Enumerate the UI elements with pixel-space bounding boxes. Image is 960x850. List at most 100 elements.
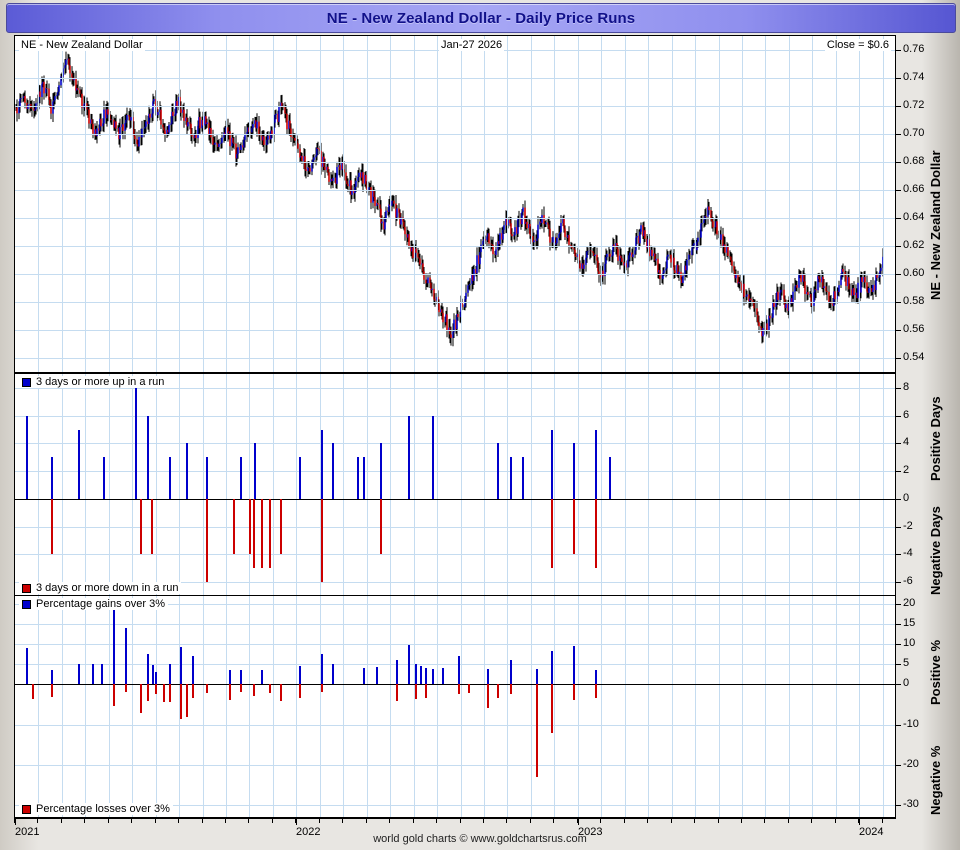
runs-days-panel[interactable]: 3 days or more up in a run 3 days or mor… — [14, 373, 896, 597]
grid-line-vertical — [390, 36, 391, 372]
grid-line-vertical — [789, 36, 790, 372]
grid-line-vertical — [179, 596, 180, 817]
axis-tick — [896, 274, 901, 275]
axis-tick-label: 20 — [903, 597, 916, 610]
percentage-gain-bar — [442, 667, 444, 685]
percentage-gain-bar — [229, 670, 231, 685]
grid-line-vertical — [672, 36, 673, 372]
grid-line-vertical — [648, 374, 649, 596]
grid-line-vertical — [343, 374, 344, 596]
grid-line-vertical — [343, 36, 344, 372]
grid-line-vertical — [38, 596, 39, 817]
x-axis-tick — [835, 818, 836, 823]
percentage-gain-bar — [169, 664, 171, 685]
percentage-loss-bar — [510, 684, 512, 695]
losses-swatch-icon — [22, 804, 31, 814]
axis-tick-label: -30 — [903, 797, 919, 810]
axis-tick — [896, 684, 901, 686]
grid-line-vertical — [273, 374, 274, 596]
positive-run-bar — [103, 457, 105, 499]
grid-line-vertical — [203, 36, 204, 372]
grid-line-vertical — [883, 596, 884, 817]
x-axis-tick — [788, 818, 789, 823]
axis-tick-label: 0.68 — [903, 155, 925, 167]
negative-run-bar — [551, 498, 553, 569]
positive-run-bar — [240, 457, 242, 499]
grid-line-vertical — [883, 36, 884, 372]
axis-tick — [896, 387, 901, 389]
x-axis-tick — [178, 818, 179, 823]
negative-run-bar — [233, 498, 235, 555]
percentage-gain-bar — [92, 663, 94, 685]
positive-run-bar — [551, 429, 553, 499]
percentage-gain-bar — [155, 672, 157, 685]
positive-run-bar — [254, 443, 256, 499]
grid-line-vertical — [109, 374, 110, 596]
grid-line-vertical — [85, 36, 86, 372]
grid-line-vertical — [156, 374, 157, 596]
percentage-gain-bar — [432, 668, 434, 685]
percentage-loss-bar — [425, 684, 427, 698]
x-axis-tick — [811, 818, 812, 823]
percentage-loss-bar — [458, 684, 460, 695]
x-axis-line — [14, 818, 896, 819]
percentage-gain-bar — [101, 663, 103, 685]
grid-line-horizontal — [15, 274, 895, 275]
x-axis-tick — [483, 818, 484, 823]
percentage-loss-bar — [186, 684, 188, 717]
percentage-gain-bar — [487, 668, 489, 685]
x-axis-tick — [764, 818, 765, 823]
axis-tick-label: 10 — [903, 637, 916, 650]
x-axis-tick — [718, 818, 719, 823]
percentage-loss-bar — [468, 684, 470, 693]
legend-gains: Percentage gains over 3% — [19, 598, 169, 610]
axis-tick-label: 0.58 — [903, 295, 925, 307]
x-axis-tick-major — [15, 818, 16, 825]
axis-tick — [896, 190, 901, 191]
close-label: Close = $0.6 — [824, 39, 891, 51]
grid-line-horizontal — [15, 78, 895, 79]
grid-line-horizontal — [15, 443, 895, 444]
page-title: NE - New Zealand Dollar - Daily Price Ru… — [326, 9, 636, 27]
grid-line-vertical — [132, 374, 133, 596]
percentage-gain-bar — [408, 645, 410, 685]
price-axis-title: NE - New Zealand Dollar — [928, 150, 943, 300]
grid-line-vertical — [719, 36, 720, 372]
grid-line-vertical — [859, 36, 860, 372]
negative-run-bar — [51, 498, 53, 555]
percentage-loss-bar — [229, 684, 231, 701]
x-axis-tick — [14, 818, 15, 823]
axis-tick — [896, 358, 901, 359]
negative-run-bar — [380, 498, 382, 555]
percentage-loss-bar — [551, 684, 553, 733]
percentage-gain-bar — [78, 664, 80, 685]
runs-percent-panel[interactable]: Percentage gains over 3% Percentage loss… — [14, 595, 896, 818]
grid-line-horizontal — [15, 134, 895, 135]
positive-days-axis-title: Positive Days — [928, 396, 943, 481]
percentage-gain-bar — [125, 628, 127, 685]
grid-line-vertical — [578, 374, 579, 596]
axis-tick — [896, 330, 901, 331]
grid-line-vertical — [625, 374, 626, 596]
grid-line-horizontal — [15, 416, 895, 417]
price-chart-panel[interactable]: NE - New Zealand Dollar Jan-27 2026 Clos… — [14, 35, 896, 373]
percentage-gain-bar — [551, 651, 553, 685]
grid-line-vertical — [672, 596, 673, 817]
grid-line-vertical — [414, 374, 415, 596]
legend-up-run-label: 3 days or more up in a run — [36, 376, 165, 388]
x-axis-tick — [61, 818, 62, 823]
grid-line-vertical — [461, 596, 462, 817]
grid-line-vertical — [461, 374, 462, 596]
positive-run-bar — [147, 415, 149, 499]
percentage-loss-bar — [280, 684, 282, 701]
grid-line-vertical — [484, 374, 485, 596]
percentage-loss-bar — [206, 684, 208, 694]
negative-run-bar — [253, 498, 255, 569]
x-axis-tick — [577, 818, 578, 823]
grid-line-horizontal — [15, 471, 895, 472]
positive-run-bar — [432, 415, 434, 499]
percentage-loss-bar — [140, 684, 142, 713]
x-axis-tick — [553, 818, 554, 823]
axis-tick-label: 0.66 — [903, 183, 925, 195]
